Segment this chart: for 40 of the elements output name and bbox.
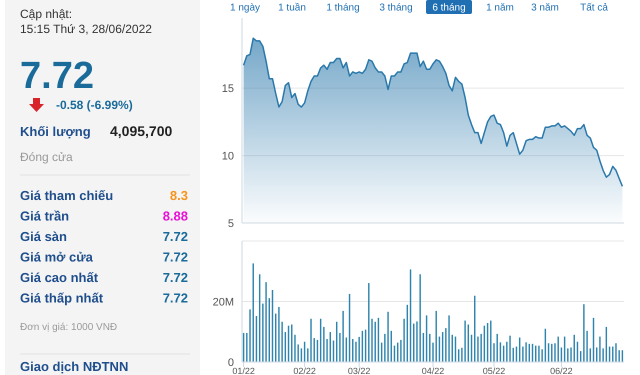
x-tick-label: 02/22	[293, 366, 316, 375]
x-tick-label: 06/22	[550, 366, 573, 375]
text: 7.72	[162, 270, 188, 285]
x-tick-label: 05/22	[482, 366, 506, 375]
x-tick-label: 01/22	[232, 366, 255, 375]
text: 7.72	[162, 290, 188, 306]
y-tick-label: 5	[228, 218, 234, 230]
text: Đóng cửa	[20, 150, 74, 164]
text: 1 tháng	[326, 2, 360, 14]
text: Giá thấp nhất	[20, 290, 104, 306]
text: Khối lượng	[20, 124, 91, 139]
text: 3 năm	[531, 2, 559, 14]
y-tick-label: 0	[228, 356, 234, 369]
text: Giá sàn	[20, 229, 68, 244]
text: 8.3	[170, 188, 188, 203]
text: 7.72	[162, 229, 188, 244]
text: 1 ngày	[230, 2, 260, 14]
text: Giá cao nhất	[20, 270, 99, 285]
text: 15:15 Thứ 3, 28/06/2022	[20, 22, 152, 36]
text: 4,095,700	[110, 123, 172, 139]
text: Giá tham chiếu	[20, 188, 114, 203]
y-tick-label: 15	[222, 82, 234, 95]
text: Giao dịch NĐTNN	[20, 359, 128, 374]
text: Tất cả	[580, 2, 608, 14]
text: Cập nhật:	[20, 7, 72, 21]
text: 1 năm	[486, 2, 514, 14]
text: Đơn vị giá: 1000 VNĐ	[20, 322, 118, 333]
text: 8.88	[162, 208, 188, 224]
text: 7.72	[20, 55, 94, 97]
y-tick-label: 10	[222, 150, 234, 162]
text: 6 tháng	[432, 2, 466, 14]
x-tick-label: 04/22	[422, 366, 444, 375]
x-tick-label: 03/22	[348, 366, 370, 375]
text: -0.58 (-6.99%)	[56, 98, 133, 112]
text: Giá trần	[20, 208, 70, 224]
text: 3 tháng	[379, 2, 413, 14]
text: 1 tuần	[278, 2, 306, 14]
text: Giá mở cửa	[20, 250, 94, 264]
text: 7.72	[162, 250, 188, 264]
y-tick-label: 20M	[212, 296, 234, 308]
